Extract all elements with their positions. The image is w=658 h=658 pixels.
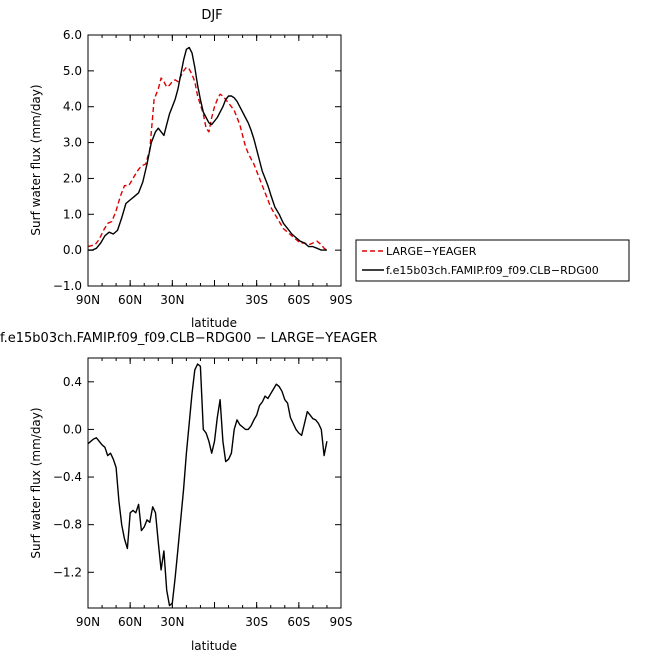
x-tick-label: 30S xyxy=(245,293,268,307)
x-tick-label: 60N xyxy=(118,293,142,307)
y-tick-label: 0.4 xyxy=(63,375,82,389)
top-y-tick-labels: −1.0 0.0 1.0 2.0 3.0 4.0 5.0 6.0 xyxy=(53,28,82,293)
bottom-x-tick-labels: 90N 60N 30N 30S 60S 90S xyxy=(76,615,353,629)
x-tick-label: 60S xyxy=(287,293,310,307)
legend-box xyxy=(355,239,630,282)
x-tick-label: 90S xyxy=(330,293,353,307)
y-tick-label: 5.0 xyxy=(63,64,82,78)
legend-label-model: f.e15b03ch.FAMIP.f09_f09.CLB−RDG00 xyxy=(386,264,599,277)
top-x-tick-labels: 90N 60N 30N 30S 60S 90S xyxy=(76,293,353,307)
x-tick-label: 30S xyxy=(245,615,268,629)
bottom-y-axis-label: Surf water flux (mm/day) xyxy=(29,407,43,558)
legend-label-large-yeager: LARGE−YEAGER xyxy=(386,245,477,258)
bottom-axis-tick-marks xyxy=(87,358,342,608)
y-tick-label: 4.0 xyxy=(63,100,82,114)
bottom-y-tick-labels: −1.2 −0.8 −0.4 0.0 0.4 xyxy=(53,375,82,579)
x-tick-label: 30N xyxy=(160,293,184,307)
y-tick-label: 0.0 xyxy=(63,422,82,436)
top-panel: DJF 90N 60N 30N 30S 60S 90S −1.0 0.0 1.0 2.0 3.0 4… xyxy=(29,8,352,330)
x-tick-label: 90S xyxy=(330,615,353,629)
y-tick-label: −1.0 xyxy=(53,279,82,293)
y-tick-label: −1.2 xyxy=(53,565,82,579)
y-tick-label: 3.0 xyxy=(63,136,82,150)
x-tick-label: 30N xyxy=(160,615,184,629)
top-plot-frame xyxy=(87,34,342,287)
x-tick-label: 90N xyxy=(76,293,100,307)
x-tick-label: 60S xyxy=(287,615,310,629)
series-line-0 xyxy=(87,66,328,251)
series-line-1 xyxy=(88,46,327,251)
y-tick-label: −0.4 xyxy=(53,470,82,484)
y-tick-label: −0.8 xyxy=(53,518,82,532)
bottom-panel: f.e15b03ch.FAMIP.f09_f09.CLB−RDG00 − LAR… xyxy=(0,331,377,653)
bottom-x-axis-label: latitude xyxy=(191,639,237,653)
bottom-chart-title: f.e15b03ch.FAMIP.f09_f09.CLB−RDG00 − LAR… xyxy=(0,331,377,346)
y-tick-label: 1.0 xyxy=(63,207,82,221)
top-y-axis-label: Surf water flux (mm/day) xyxy=(29,84,43,235)
legend: LARGE−YEAGER f.e15b03ch.FAMIP.f09_f09.CL… xyxy=(355,239,630,282)
series-line-0 xyxy=(87,363,328,607)
top-series-lines xyxy=(87,46,328,251)
x-tick-label: 60N xyxy=(118,615,142,629)
bottom-plot-frame xyxy=(87,357,342,609)
bottom-series-lines xyxy=(87,363,328,607)
top-axis-tick-marks xyxy=(87,34,342,287)
top-x-axis-label: latitude xyxy=(191,316,237,330)
y-tick-label: 0.0 xyxy=(63,243,82,257)
y-tick-label: 2.0 xyxy=(63,171,82,185)
y-tick-label: 6.0 xyxy=(63,28,82,42)
top-chart-title: DJF xyxy=(201,8,222,23)
x-tick-label: 90N xyxy=(76,615,100,629)
